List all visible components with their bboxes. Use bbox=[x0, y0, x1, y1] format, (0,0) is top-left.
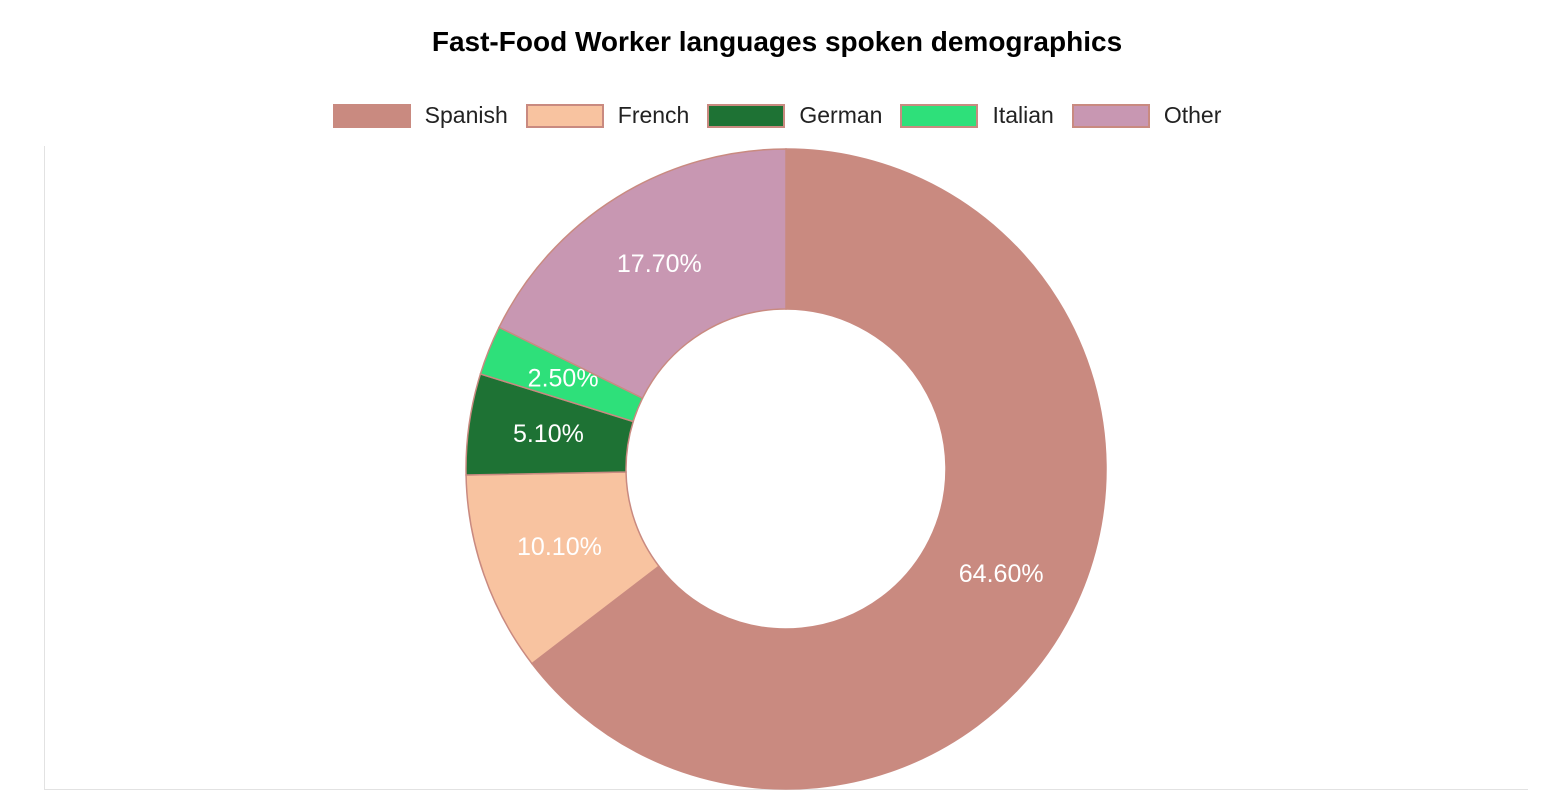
legend-swatch-french bbox=[525, 103, 604, 128]
legend-swatch-italian bbox=[900, 103, 979, 128]
donut-chart: 64.60%10.10%5.10%2.50%17.70% bbox=[465, 148, 1107, 790]
data-label-spanish: 64.60% bbox=[959, 560, 1044, 588]
slice-spanish[interactable] bbox=[530, 148, 1107, 790]
data-label-french: 10.10% bbox=[517, 533, 602, 561]
legend-label-other: Other bbox=[1163, 102, 1222, 128]
legend-label-french: French bbox=[617, 102, 690, 128]
legend: Spanish French German Italian Other bbox=[0, 102, 1554, 129]
plot-area: 64.60% 10.10% 5.10% 2.50% 17.70% bbox=[44, 146, 1528, 790]
legend-item-german[interactable]: German bbox=[707, 102, 882, 129]
legend-item-italian[interactable]: Italian bbox=[900, 102, 1054, 129]
legend-item-other[interactable]: Other bbox=[1071, 102, 1222, 129]
data-label-german: 5.10% bbox=[513, 420, 584, 448]
slice-other[interactable] bbox=[498, 148, 787, 400]
chart-title: Fast-Food Worker languages spoken demogr… bbox=[431, 26, 1123, 57]
legend-label-italian: Italian bbox=[992, 102, 1054, 128]
data-label-other: 17.70% bbox=[617, 250, 702, 278]
legend-item-spanish[interactable]: Spanish bbox=[332, 102, 508, 129]
legend-label-spanish: Spanish bbox=[424, 102, 508, 128]
legend-swatch-spanish bbox=[332, 103, 411, 128]
legend-swatch-german bbox=[707, 103, 786, 128]
legend-label-german: German bbox=[799, 102, 883, 128]
legend-swatch-other bbox=[1071, 103, 1150, 128]
legend-item-french[interactable]: French bbox=[525, 102, 690, 129]
